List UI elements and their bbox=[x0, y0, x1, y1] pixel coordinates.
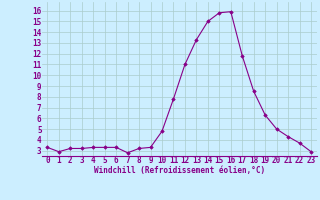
X-axis label: Windchill (Refroidissement éolien,°C): Windchill (Refroidissement éolien,°C) bbox=[94, 166, 265, 175]
